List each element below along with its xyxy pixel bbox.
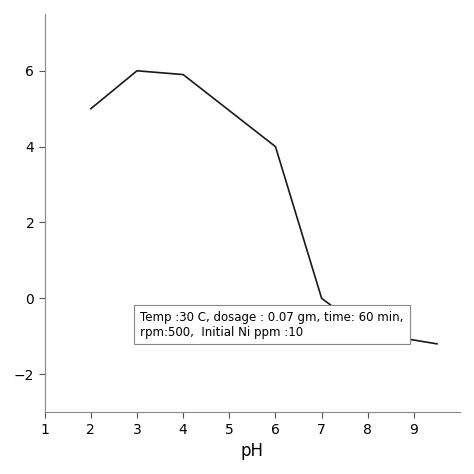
Text: Temp :30 C, dosage : 0.07 gm, time: 60 min,
rpm:500,  Initial Ni ppm :10: Temp :30 C, dosage : 0.07 gm, time: 60 m…	[140, 310, 403, 338]
X-axis label: pH: pH	[241, 442, 264, 460]
